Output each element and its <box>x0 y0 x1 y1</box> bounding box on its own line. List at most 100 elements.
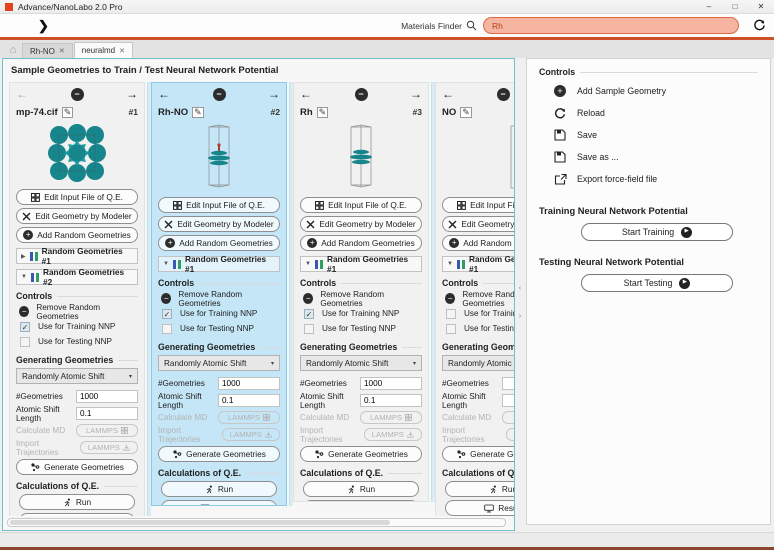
prev-sample-arrow[interactable]: ← <box>300 87 312 101</box>
edit-input-file-button[interactable]: Edit Input File of Q.E. <box>300 197 422 213</box>
edit-geometry-modeler-button[interactable]: Edit Geometry by Modeler <box>300 216 422 232</box>
method-dropdown[interactable]: Randomly Atomic Shift ▾ <box>158 355 280 371</box>
remove-sample-button[interactable]: − <box>212 87 226 101</box>
close-button[interactable]: ✕ <box>757 2 765 11</box>
prev-sample-arrow[interactable]: ← <box>158 87 170 101</box>
use-for-testing-checkbox-row[interactable]: Use for Testing NNP <box>16 334 138 349</box>
rename-icon[interactable]: ✎ <box>316 106 329 118</box>
remove-random-geometries-item[interactable]: − Remove Random Geometries <box>300 290 422 308</box>
tab-close-icon[interactable]: ✕ <box>119 47 125 55</box>
remove-random-geometries-item[interactable]: − Remove Random Geometries <box>158 290 280 308</box>
remove-sample-button[interactable]: − <box>354 87 368 101</box>
random-geometries-2-header[interactable]: ▼ Random Geometries #2 <box>16 267 138 287</box>
testing-checkbox[interactable] <box>446 323 456 334</box>
collapse-icon[interactable]: ▼ <box>21 274 27 280</box>
run-button[interactable]: Run <box>161 481 277 497</box>
edit-geometry-modeler-button[interactable]: Edit Geometry by Modeler <box>442 216 514 232</box>
expand-icon[interactable]: ▶ <box>21 253 26 260</box>
export-force-field-item[interactable]: Export force-field file <box>539 168 758 190</box>
random-geometries-1-header[interactable]: ▼ Random Geometries #1 <box>158 254 280 274</box>
collapse-icon[interactable]: ▼ <box>447 261 453 267</box>
add-random-geometries-button[interactable]: + Add Random Geometries <box>16 227 138 243</box>
remove-random-geometries-item[interactable]: − Remove Random Geometries <box>16 303 138 321</box>
expand-right-icon[interactable]: › <box>518 311 522 320</box>
scrollbar-thumb[interactable] <box>10 520 390 525</box>
collapse-left-icon[interactable]: ‹ <box>518 283 522 292</box>
use-for-training-checkbox-row[interactable]: ✓ Use for Training NNP <box>162 308 258 319</box>
geometries-input[interactable] <box>218 377 280 390</box>
use-for-testing-checkbox-row[interactable]: Use for Testing NNP <box>158 321 280 336</box>
collapse-icon[interactable]: ▼ <box>163 261 169 267</box>
remove-sample-button[interactable]: − <box>70 87 84 101</box>
tab-neuralmd[interactable]: neuralmd ✕ <box>73 42 133 58</box>
home-icon[interactable]: ⌂ <box>9 44 17 56</box>
save-item[interactable]: Save <box>539 124 758 146</box>
next-sample-arrow[interactable]: → <box>268 87 280 101</box>
training-checkbox[interactable] <box>446 308 456 319</box>
use-for-training-checkbox-row[interactable]: ✓ Use for Training NNP <box>20 321 116 332</box>
rename-icon[interactable]: ✎ <box>460 106 472 118</box>
shift-length-input[interactable] <box>76 407 138 420</box>
use-for-training-checkbox-row[interactable]: Use for Training NNP <box>442 306 514 321</box>
training-checkbox[interactable]: ✓ <box>162 308 172 319</box>
column-scrollbar[interactable] <box>289 82 293 506</box>
testing-checkbox[interactable] <box>20 336 30 347</box>
testing-checkbox[interactable] <box>304 323 314 334</box>
geometries-input[interactable] <box>502 377 514 390</box>
shift-length-input[interactable] <box>218 394 280 407</box>
use-for-testing-checkbox-row[interactable]: Use for Testing NNP <box>300 321 422 336</box>
reload-item[interactable]: Reload <box>539 102 758 124</box>
remove-sample-button[interactable]: − <box>496 87 510 101</box>
use-for-testing-checkbox-row[interactable]: Use for Testing NNP <box>442 321 514 336</box>
maximize-button[interactable]: □ <box>732 2 738 11</box>
add-sample-geometry-item[interactable]: + Add Sample Geometry <box>539 80 758 102</box>
rename-icon[interactable]: ✎ <box>61 106 74 118</box>
random-geometries-1-header[interactable]: ▼ Random Geometries #1 <box>300 254 422 274</box>
edit-geometry-modeler-button[interactable]: Edit Geometry by Modeler <box>16 208 138 224</box>
edit-input-file-button[interactable]: Edit Input File of Q.E. <box>158 197 280 213</box>
column-scrollbar[interactable] <box>147 82 151 516</box>
shift-length-input[interactable] <box>502 394 514 407</box>
method-dropdown[interactable]: Randomly Atomic Shift ▾ <box>300 355 422 371</box>
method-dropdown[interactable]: Randomly Atomic Shift ▾ <box>442 355 514 371</box>
geometries-input[interactable] <box>360 377 422 390</box>
materials-search-input[interactable]: Rh <box>483 17 739 34</box>
run-button[interactable]: Run <box>303 481 419 497</box>
training-checkbox[interactable]: ✓ <box>304 308 314 319</box>
result-button[interactable]: Result <box>161 500 277 505</box>
prev-sample-arrow[interactable]: ← <box>442 87 454 101</box>
sync-icon[interactable] <box>753 19 766 32</box>
run-button[interactable]: Run <box>19 494 135 510</box>
sidebar-expand-chevron-icon[interactable]: ❯ <box>38 17 49 33</box>
add-random-geometries-button[interactable]: + Add Random Geometries <box>158 235 280 251</box>
random-geometries-1-header[interactable]: ▶ Random Geometries #1 <box>16 246 138 266</box>
tab-close-icon[interactable]: ✕ <box>58 48 65 55</box>
start-testing-button[interactable]: Start Testing ▶ <box>581 274 733 292</box>
generate-geometries-button[interactable]: Generate Geometries <box>158 446 280 462</box>
generate-geometries-button[interactable]: Generate Geometries <box>300 446 422 462</box>
rename-icon[interactable]: ✎ <box>192 106 204 118</box>
next-sample-arrow[interactable]: → <box>126 87 138 101</box>
edit-input-file-button[interactable]: Edit Input File of Q.E. <box>16 189 138 205</box>
add-random-geometries-button[interactable]: + Add Random Geometries <box>300 235 422 251</box>
remove-random-geometries-item[interactable]: − Remove Random Geometries <box>442 290 514 308</box>
result-button[interactable]: Result <box>445 500 514 516</box>
training-checkbox[interactable]: ✓ <box>20 321 30 332</box>
use-for-training-checkbox-row[interactable]: ✓ Use for Training NNP <box>304 308 400 319</box>
generate-geometries-button[interactable]: Generate Geometries <box>16 459 138 475</box>
method-dropdown[interactable]: Randomly Atomic Shift ▾ <box>16 368 138 384</box>
panel-splitter[interactable]: ‹ › <box>515 58 525 531</box>
minimize-button[interactable]: – <box>706 2 712 11</box>
edit-geometry-modeler-button[interactable]: Edit Geometry by Modeler <box>158 216 280 232</box>
run-button[interactable]: Run <box>445 481 514 497</box>
add-random-geometries-button[interactable]: + Add Random Geometries <box>442 235 514 251</box>
shift-length-input[interactable] <box>360 394 422 407</box>
column-scrollbar[interactable] <box>431 82 435 502</box>
collapse-icon[interactable]: ▼ <box>305 261 311 267</box>
geometries-input[interactable] <box>76 390 138 403</box>
tab-rh-no[interactable]: Rh-NO ✕ <box>22 43 73 58</box>
result-button[interactable]: Result <box>303 500 419 501</box>
result-button[interactable]: Result <box>19 513 135 516</box>
save-as-item[interactable]: Save as ... <box>539 146 758 168</box>
testing-checkbox[interactable] <box>162 323 172 334</box>
